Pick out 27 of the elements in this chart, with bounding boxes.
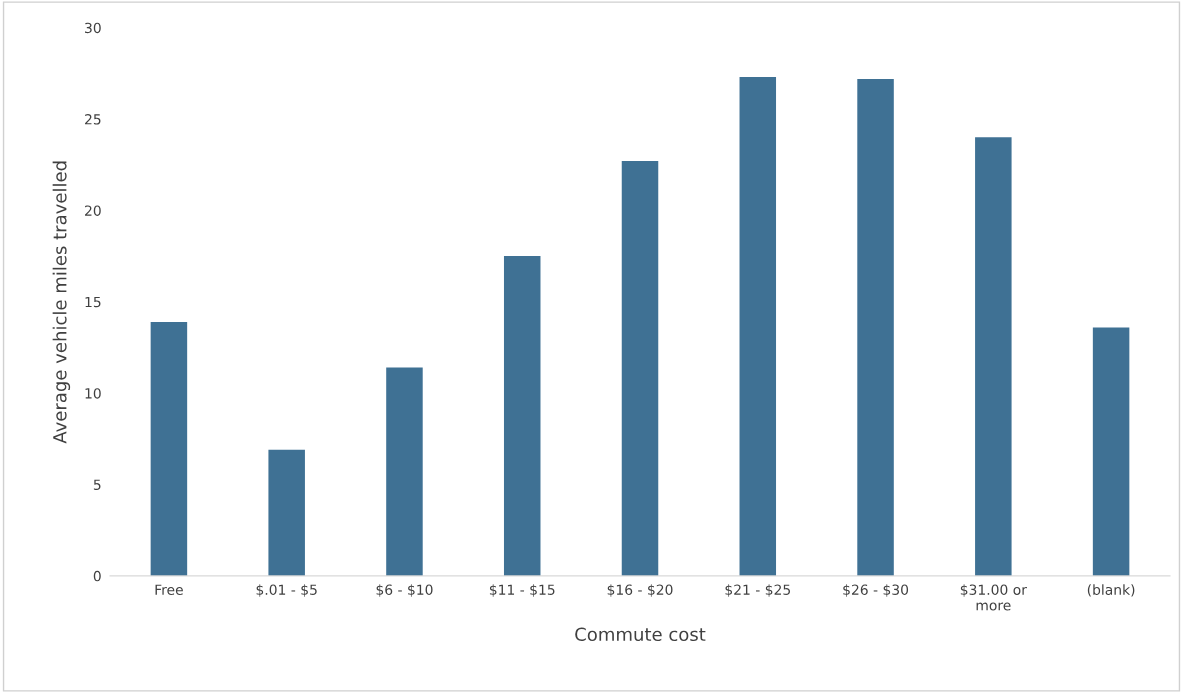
bar (621, 161, 659, 576)
x-axis-title: Commute cost (575, 627, 706, 642)
y-axis-title: Average vehicle miles travelled (52, 161, 71, 444)
bar (857, 78, 894, 576)
bar (150, 321, 188, 576)
bar (975, 137, 1012, 576)
x-tick-label: Free (155, 584, 183, 595)
y-tick-label: 20 (85, 205, 101, 216)
x-tick-label: $6 - $10 (376, 584, 433, 597)
bar (1092, 327, 1130, 576)
x-tick-label: (blank) (1087, 584, 1135, 597)
x-tick-label: $21 - $25 (725, 584, 790, 597)
y-tick-label: 0 (93, 570, 101, 582)
x-tick-label: $11 - $15 (489, 584, 555, 597)
x-tick-label: $31.00 or more (960, 584, 1027, 611)
y-tick-label: 15 (85, 296, 101, 308)
bar (386, 367, 423, 576)
y-tick-label: 30 (85, 22, 101, 34)
y-tick-label: 10 (85, 388, 101, 399)
x-tick-label: $.01 - $5 (256, 584, 317, 597)
x-tick-label: $16 - $20 (607, 584, 673, 597)
x-tick-label: $26 - $30 (843, 584, 909, 597)
bar (739, 77, 777, 576)
y-tick-label: 5 (93, 479, 101, 490)
y-tick-label: 25 (85, 114, 101, 125)
bar (268, 449, 305, 576)
bar (503, 256, 541, 576)
